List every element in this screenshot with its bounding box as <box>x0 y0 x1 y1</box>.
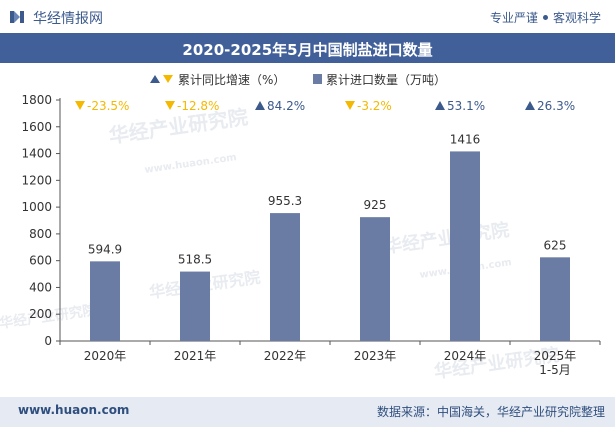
bar-value-label: 955.3 <box>268 194 302 208</box>
growth-up-triangle-icon <box>525 101 535 110</box>
x-tick-label: 1-5月 <box>539 363 571 377</box>
chart-title: 2020-2025年5月中国制盐进口数量 <box>182 41 433 59</box>
watermark-url: www.huaon.com <box>144 152 238 176</box>
bar-value-label: 625 <box>544 238 567 252</box>
bar-value-label: 1416 <box>450 132 481 146</box>
logo-icon <box>10 11 24 23</box>
growth-value-label: 26.3% <box>537 99 575 113</box>
y-tick-label: 1000 <box>21 200 52 214</box>
legend-down-triangle-icon <box>163 75 173 83</box>
growth-value-label: 53.1% <box>447 99 485 113</box>
legend-label-volume: 累计进口数量（万吨） <box>326 72 446 87</box>
growth-down-triangle-icon <box>165 101 175 110</box>
y-tick-label: 0 <box>44 334 52 348</box>
x-tick-label: 2022年 <box>264 349 307 363</box>
footer-website: www.huaon.com <box>18 403 130 417</box>
growth-value-label: -12.8% <box>177 99 219 113</box>
legend-up-triangle-icon <box>150 75 160 83</box>
x-tick-label: 2023年 <box>354 349 397 363</box>
growth-value-label: -23.5% <box>87 99 129 113</box>
growth-value-label: 84.2% <box>267 99 305 113</box>
growth-value-label: -3.2% <box>357 99 392 113</box>
bar-value-label: 594.9 <box>88 242 122 256</box>
bar <box>540 257 570 341</box>
bar <box>450 151 480 341</box>
y-tick-label: 600 <box>29 254 52 268</box>
growth-up-triangle-icon <box>255 101 265 110</box>
x-tick-label: 2020年 <box>84 349 127 363</box>
footer: www.huaon.com 数据来源：中国海关，华经产业研究院整理 <box>0 397 615 427</box>
growth-down-triangle-icon <box>345 101 355 110</box>
y-tick-label: 1600 <box>21 120 52 134</box>
slogan: 专业严谨 客观科学 <box>490 9 601 26</box>
growth-down-triangle-icon <box>75 101 85 110</box>
y-tick-label: 1200 <box>21 173 52 187</box>
title-bar: 2020-2025年5月中国制盐进口数量 <box>0 33 615 63</box>
bar-value-label: 925 <box>364 198 387 212</box>
x-tick-label: 2025年 <box>534 349 577 363</box>
slogan-right: 客观科学 <box>552 11 601 25</box>
bar <box>270 213 300 341</box>
legend-bar-swatch <box>313 74 322 84</box>
bar <box>180 271 210 341</box>
site-name: 华经情报网 <box>33 11 103 27</box>
slogan-left: 专业严谨 <box>489 11 538 25</box>
chart-area: 华经产业研究院华经产业研究院华经产业研究院华经产业研究院华经产业研究院www.h… <box>0 72 601 383</box>
growth-up-triangle-icon <box>435 101 445 110</box>
y-tick-label: 1800 <box>21 93 52 107</box>
bar <box>90 261 120 341</box>
y-tick-label: 1400 <box>21 147 52 161</box>
dot-separator <box>542 15 548 20</box>
watermark-text: 华经产业研究院 <box>383 219 511 258</box>
bar <box>360 217 390 341</box>
bar-value-label: 518.5 <box>178 253 212 267</box>
x-tick-label: 2021年 <box>174 349 217 363</box>
footer-source: 数据来源：中国海关，华经产业研究院整理 <box>376 405 605 419</box>
legend-label-growth: 累计同比增速（%） <box>178 73 285 87</box>
y-tick-label: 400 <box>29 280 52 294</box>
top-header: 华经情报网 专业严谨 客观科学 <box>0 0 615 33</box>
x-tick-label: 2024年 <box>444 349 487 363</box>
y-tick-label: 800 <box>29 227 52 241</box>
y-tick-label: 200 <box>29 307 52 321</box>
